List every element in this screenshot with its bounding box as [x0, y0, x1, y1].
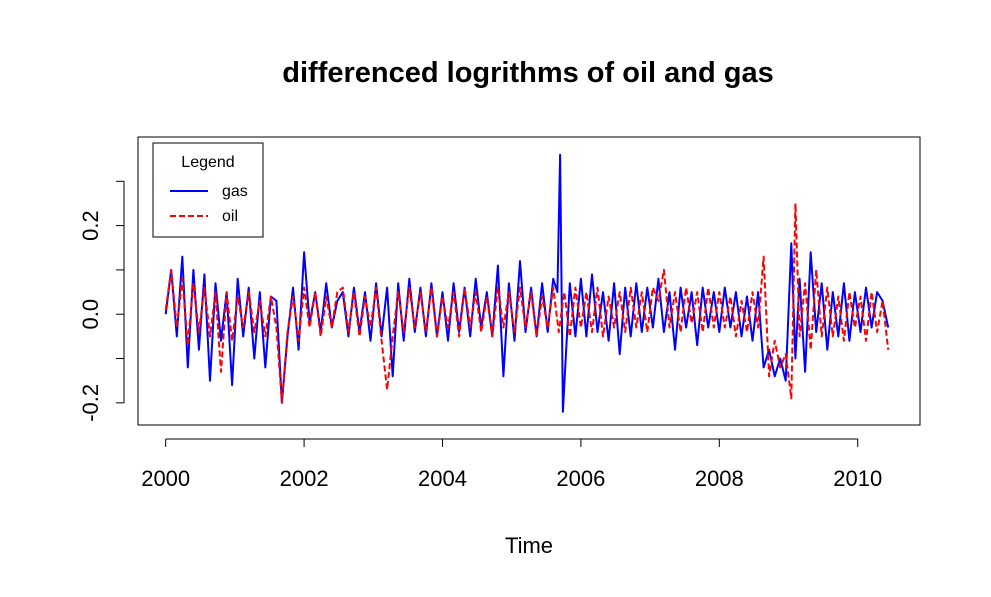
- series-layer: [164, 153, 890, 413]
- x-tick-label-2000: 2000: [141, 466, 190, 491]
- x-tick-label-2008: 2008: [695, 466, 744, 491]
- plot-area-frame: [137, 136, 921, 426]
- x-axis-label: Time: [505, 533, 553, 558]
- x-tick-label-2002: 2002: [280, 466, 329, 491]
- y-tick-label--0.2: -0.2: [78, 384, 103, 422]
- legend-title: Legend: [181, 154, 234, 171]
- x-tick-label-2010: 2010: [833, 466, 882, 491]
- chart-title: differenced logrithms of oil and gas: [282, 57, 773, 89]
- series-line-oil: [164, 202, 890, 404]
- legend: Legend gas oil: [152, 142, 264, 238]
- series-line-gas: [164, 153, 890, 413]
- y-tick-label-0.2: 0.2: [78, 210, 103, 241]
- y-tick-label-0.0: 0.0: [78, 299, 103, 330]
- y-axis: -0.2 0.0 0.2: [78, 180, 125, 422]
- legend-label-oil: oil: [222, 208, 238, 225]
- x-tick-label-2004: 2004: [418, 466, 467, 491]
- x-tick-label-2006: 2006: [556, 466, 605, 491]
- x-axis: 2000 2002 2004 2006 2008 2010: [141, 438, 882, 491]
- legend-label-gas: gas: [222, 183, 248, 200]
